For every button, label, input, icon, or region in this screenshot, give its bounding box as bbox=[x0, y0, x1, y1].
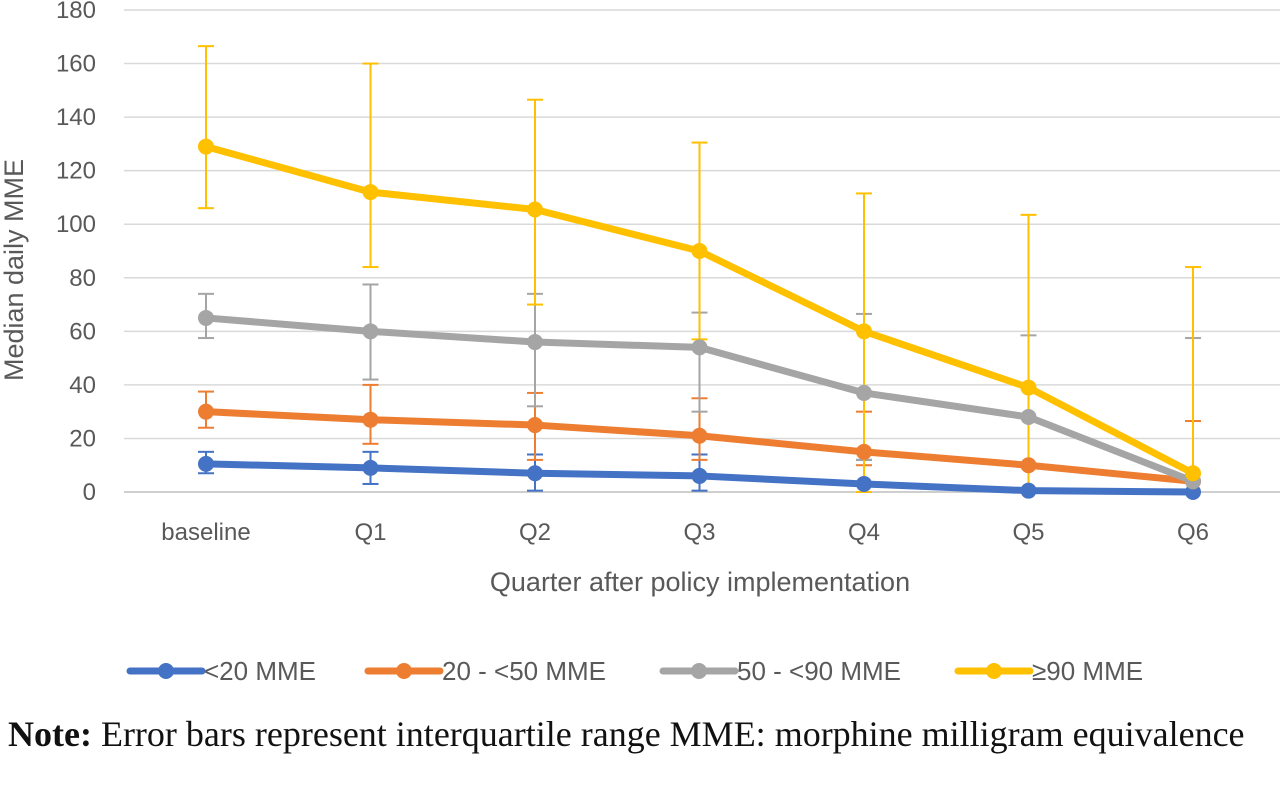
data-point bbox=[691, 467, 708, 484]
data-point bbox=[198, 309, 214, 326]
data-point bbox=[1020, 457, 1037, 474]
legend-marker bbox=[691, 663, 707, 679]
data-point bbox=[362, 184, 379, 201]
legend-label: <20 MME bbox=[204, 656, 316, 686]
data-point bbox=[691, 427, 708, 444]
x-tick-label: Q2 bbox=[519, 519, 551, 546]
legend-marker bbox=[396, 663, 412, 679]
data-point bbox=[1020, 379, 1037, 396]
data-point bbox=[527, 465, 543, 482]
note-label: Note: bbox=[8, 714, 92, 754]
data-point bbox=[362, 459, 379, 476]
data-point bbox=[856, 323, 872, 340]
data-point bbox=[1020, 482, 1037, 499]
x-tick-label: Q3 bbox=[683, 519, 715, 546]
data-point bbox=[198, 403, 214, 420]
data-point bbox=[527, 201, 543, 218]
y-tick-label: 60 bbox=[69, 318, 96, 345]
y-tick-label: 160 bbox=[56, 51, 96, 78]
x-tick-label: Q4 bbox=[848, 519, 880, 546]
data-point bbox=[527, 417, 543, 434]
data-point bbox=[691, 243, 708, 259]
figure-note: Note: Error bars represent interquartile… bbox=[8, 712, 1268, 756]
y-axis-ticks: 0 20 40 60 80 100 120 140 160 180 bbox=[56, 0, 96, 506]
error-bars bbox=[198, 45, 1201, 493]
legend-label: ≥90 MME bbox=[1032, 656, 1143, 686]
legend-marker bbox=[158, 663, 174, 679]
gridlines bbox=[124, 9, 1280, 493]
data-point bbox=[856, 384, 872, 401]
y-tick-label: 180 bbox=[56, 0, 96, 24]
data-point bbox=[856, 443, 872, 460]
data-point bbox=[1185, 465, 1201, 482]
x-axis-ticks: baseline Q1 Q2 Q3 Q4 Q5 Q6 bbox=[161, 519, 1209, 546]
legend-marker bbox=[986, 663, 1002, 679]
x-tick-label: Q6 bbox=[1177, 519, 1209, 546]
legend-label: 20 - <50 MME bbox=[442, 656, 606, 686]
y-tick-label: 100 bbox=[56, 211, 96, 238]
y-tick-label: 80 bbox=[69, 265, 96, 292]
data-point bbox=[1020, 409, 1037, 426]
note-text: Error bars represent interquartile range… bbox=[91, 714, 1245, 754]
y-tick-label: 0 bbox=[83, 479, 96, 506]
y-tick-label: 20 bbox=[69, 425, 96, 452]
series-points bbox=[198, 138, 1201, 500]
x-tick-label: Q5 bbox=[1012, 519, 1044, 546]
data-point bbox=[362, 323, 379, 340]
data-point bbox=[198, 138, 214, 155]
data-point bbox=[691, 339, 708, 356]
x-axis-title: Quarter after policy implementation bbox=[490, 567, 910, 597]
y-tick-label: 40 bbox=[69, 372, 96, 399]
data-point bbox=[856, 475, 872, 492]
x-tick-label: Q1 bbox=[354, 519, 386, 546]
y-axis-title: Median daily MME bbox=[0, 159, 29, 381]
x-tick-label: baseline bbox=[161, 519, 250, 546]
data-point bbox=[198, 455, 214, 472]
y-tick-label: 120 bbox=[56, 158, 96, 185]
data-point bbox=[527, 334, 543, 351]
data-point bbox=[362, 411, 379, 428]
legend: <20 MME 20 - <50 MME 50 - <90 MME ≥90 MME bbox=[126, 656, 1143, 686]
line-chart: 0 20 40 60 80 100 120 140 160 180 baseline Q1 Q2 Q3 Q… bbox=[0, 0, 1280, 686]
y-tick-label: 140 bbox=[56, 104, 96, 131]
legend-label: 50 - <90 MME bbox=[737, 656, 901, 686]
